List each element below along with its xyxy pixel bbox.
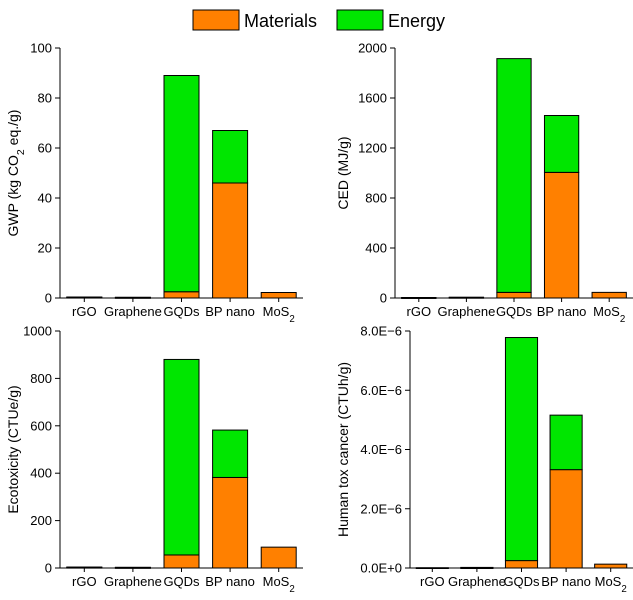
y-tick-label: 800 [365, 191, 387, 206]
x-tick-label: Graphene [104, 574, 162, 589]
legend-swatch-energy [336, 9, 384, 31]
x-tick-label: BP nano [541, 574, 591, 589]
x-tick-label: BP nano [205, 574, 255, 589]
x-tick-label: Graphene [448, 574, 506, 589]
y-tick-label: 6.0E−6 [360, 383, 402, 398]
x-tick-label: BP nano [537, 304, 587, 319]
bar-energy-2 [163, 358, 200, 556]
chart-panel-3: 0 200 400 600 800 1000 Ecotoxicity (CTUe/g) rGO… [5, 324, 303, 595]
x-tick-label: BP nano [205, 304, 255, 319]
y-tick-label: 2.0E−6 [360, 501, 402, 516]
x-tick-label: MoS2 [593, 304, 625, 325]
bar-materials-4 [260, 292, 297, 299]
y-tick-label: 100 [30, 41, 52, 56]
chart-panel-2: 0 400 800 1200 1600 2000 CED (MJ/g) rGO Graphene… [335, 41, 633, 325]
x-tick-label: GQDs [496, 304, 533, 319]
bar-energy-2 [504, 337, 539, 562]
x-tick-label: rGO [72, 574, 97, 589]
y-tick-label: 1600 [358, 91, 387, 106]
y-tick-label: 20 [38, 241, 52, 256]
bar-materials-4 [260, 546, 297, 569]
y-axis-title: Human tox cancer (CTUh/g) [335, 362, 351, 537]
y-tick-label: 600 [30, 418, 52, 433]
x-tick-label: GQDs [163, 574, 200, 589]
legend-label-materials: Materials [244, 11, 317, 31]
bar-materials-2 [163, 554, 200, 569]
legend: Materials Energy [192, 9, 445, 31]
bar-energy-0 [66, 296, 103, 299]
bar-energy-0 [66, 566, 103, 569]
y-tick-label: 200 [30, 513, 52, 528]
y-tick-label: 0 [45, 291, 52, 306]
bar-energy-3 [212, 130, 249, 184]
bar-energy-1 [448, 296, 485, 299]
y-tick-label: 0 [380, 291, 387, 306]
x-tick-label: rGO [407, 304, 432, 319]
bar-energy-2 [496, 58, 532, 293]
x-tick-label: rGO [72, 304, 97, 319]
bar-materials-2 [163, 291, 200, 299]
y-tick-label: 0.0E+0 [360, 561, 402, 576]
bar-materials-3 [549, 469, 583, 569]
chart-panel-1: 0 20 40 60 80 100 GWP (kg CO2 eq./g) rGO Graphen… [5, 41, 303, 325]
bar-materials-3 [212, 476, 249, 569]
bar-energy-1 [114, 296, 151, 299]
x-tick-label: Graphene [437, 304, 495, 319]
y-tick-label: 80 [38, 91, 52, 106]
y-tick-label: 60 [38, 141, 52, 156]
y-tick-label: 1000 [23, 324, 52, 339]
y-tick-label: 800 [30, 371, 52, 386]
bar-materials-3 [212, 182, 249, 299]
bar-energy-3 [543, 115, 580, 173]
x-tick-label: GQDs [503, 574, 540, 589]
x-tick-label: GQDs [163, 304, 200, 319]
y-tick-label: 400 [365, 241, 387, 256]
bar-materials-4 [591, 291, 627, 299]
y-axis-title: Ecotoxicity (CTUe/g) [5, 385, 21, 513]
bar-energy-1 [114, 566, 151, 569]
legend-swatch-materials [192, 9, 240, 31]
bar-materials-2 [496, 291, 532, 299]
bar-energy-3 [549, 414, 583, 471]
x-tick-label: MoS2 [263, 574, 295, 595]
y-tick-label: 1200 [358, 141, 387, 156]
bar-energy-2 [163, 75, 200, 293]
y-tick-label: 4.0E−6 [360, 442, 402, 457]
x-tick-label: MoS2 [263, 304, 295, 325]
x-tick-label: rGO [420, 574, 445, 589]
x-tick-label: Graphene [104, 304, 162, 319]
y-axis-title: CED (MJ/g) [335, 136, 351, 209]
y-tick-label: 0 [45, 561, 52, 576]
y-tick-label: 40 [38, 191, 52, 206]
bar-energy-3 [212, 429, 249, 478]
y-tick-label: 8.0E−6 [360, 324, 402, 339]
y-axis-title: GWP (kg CO2 eq./g) [5, 110, 27, 237]
x-tick-label: MoS2 [595, 574, 627, 595]
bar-materials-4 [594, 563, 628, 569]
legend-label-energy: Energy [388, 11, 445, 31]
y-tick-label: 400 [30, 466, 52, 481]
bar-materials-2 [504, 560, 539, 569]
chart-panel-4: 0.0E+0 2.0E−6 4.0E−6 6.0E−6 8.0E−6 Human tox … [335, 324, 633, 595]
y-tick-label: 2000 [358, 41, 387, 56]
bar-materials-3 [543, 171, 580, 299]
